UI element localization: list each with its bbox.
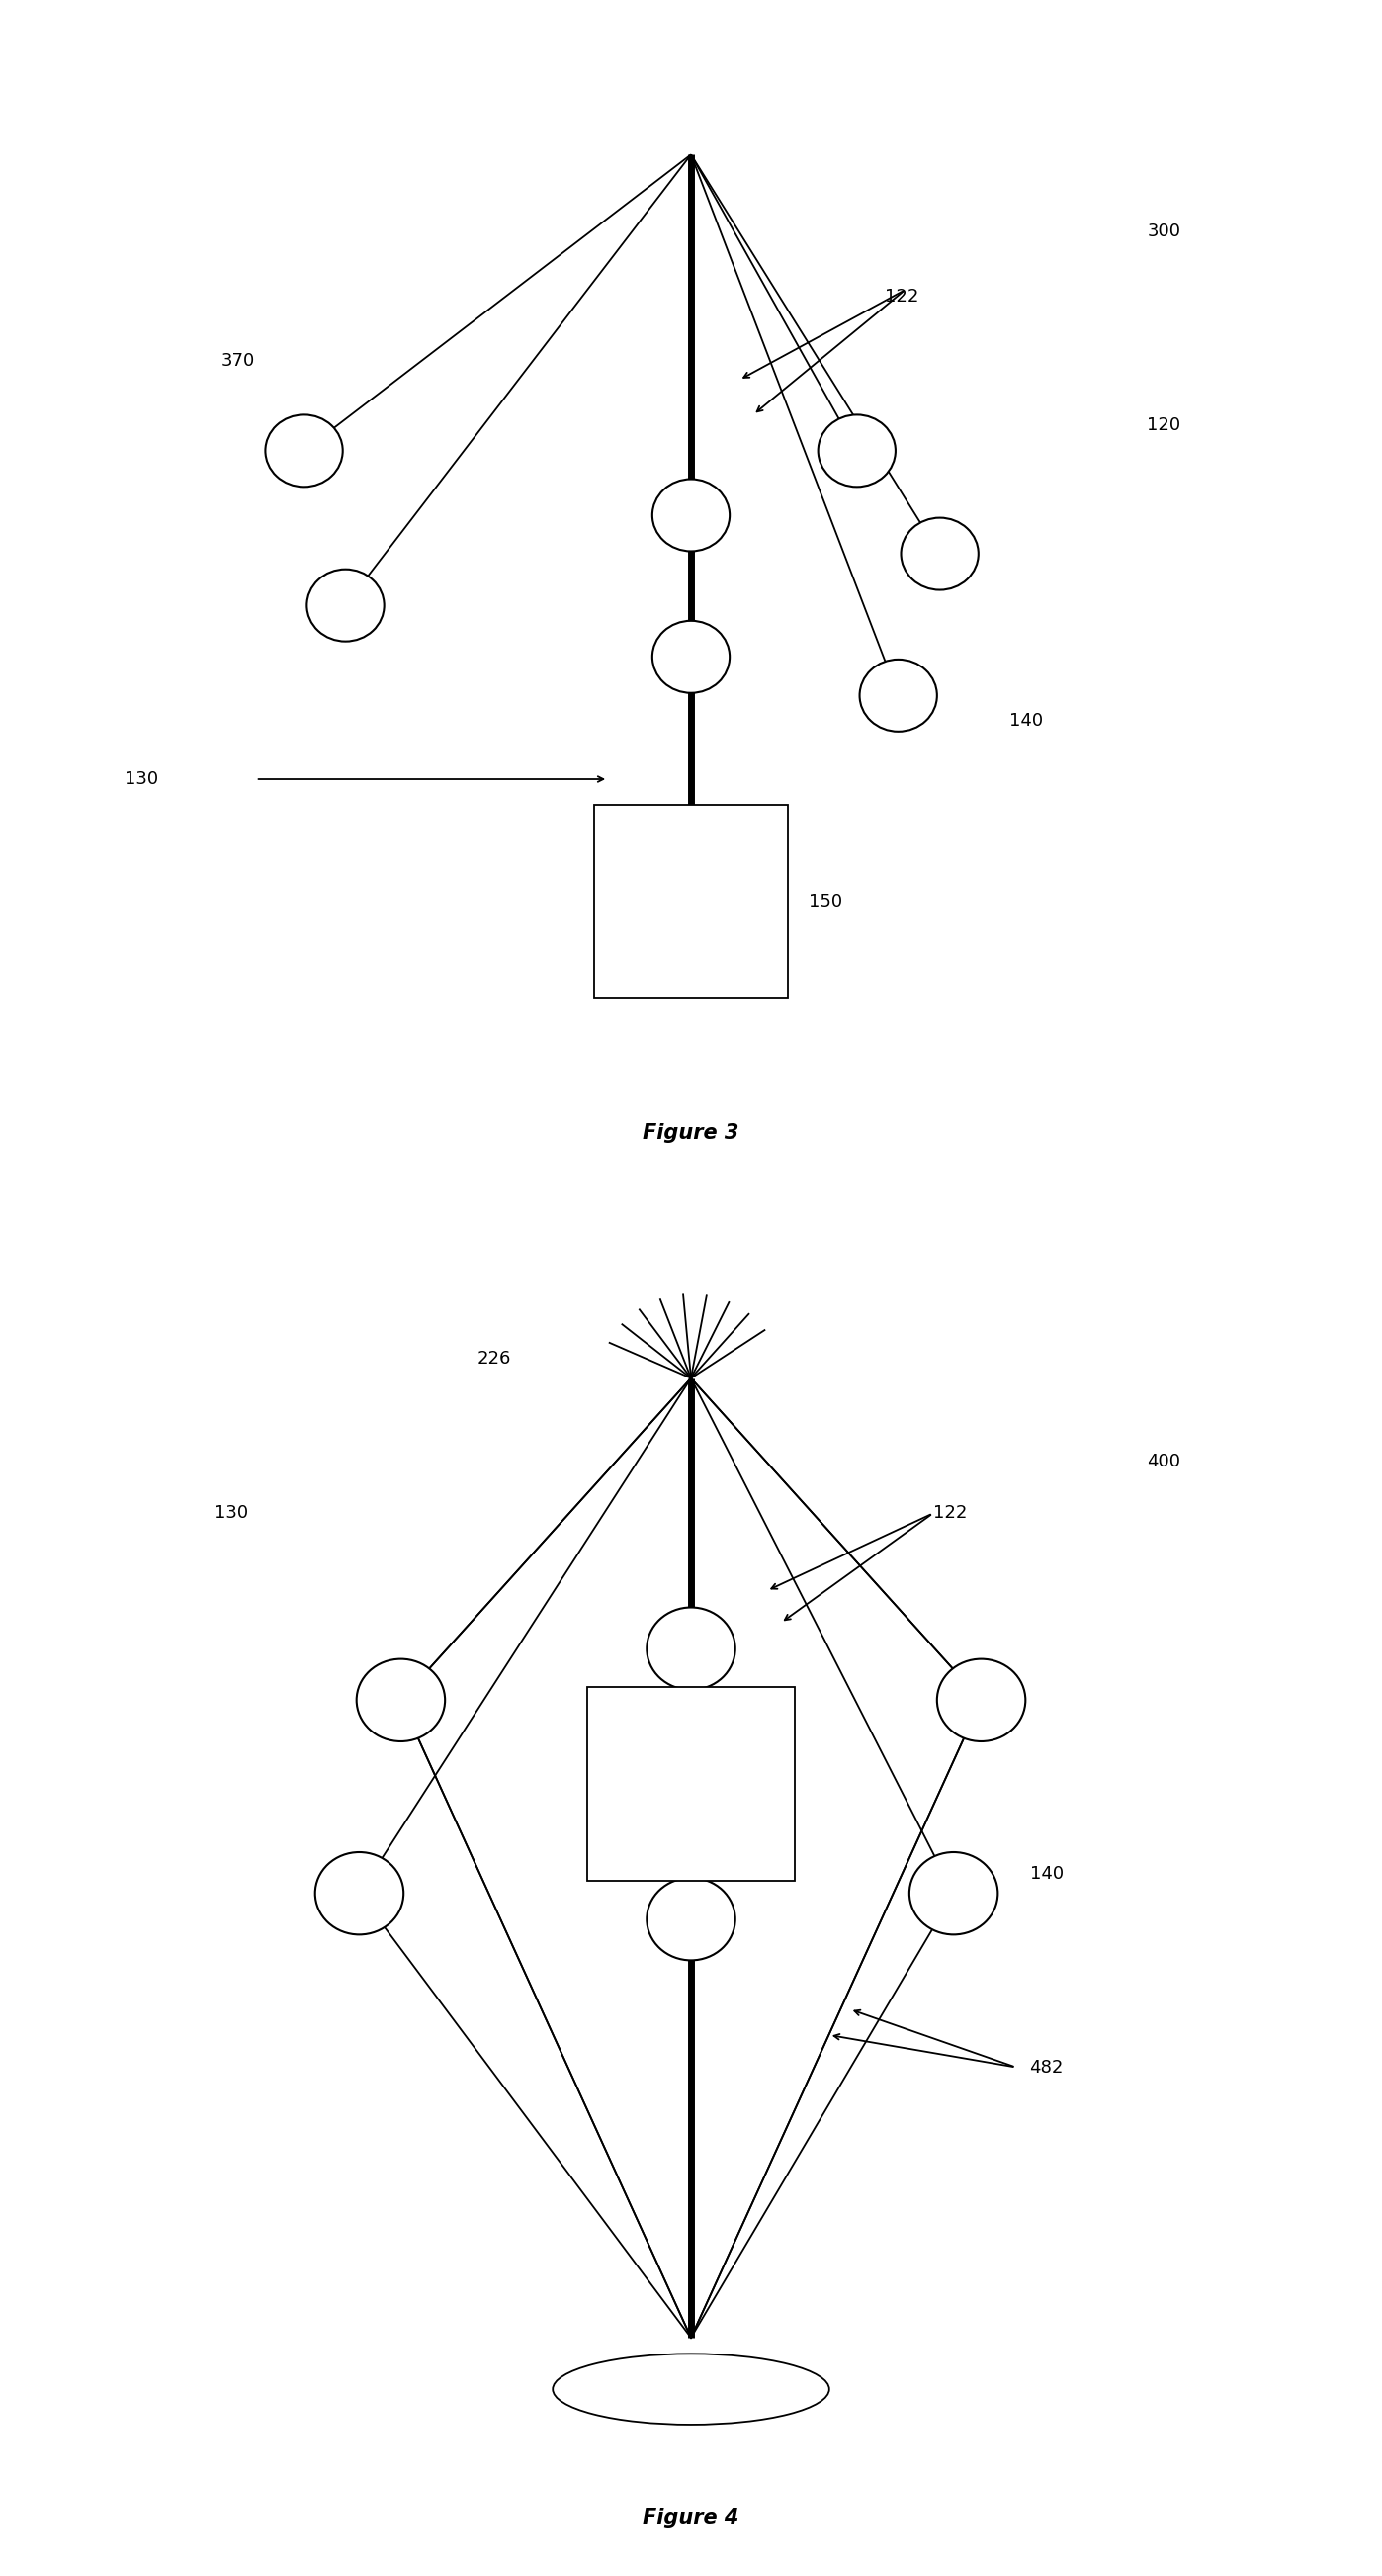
Bar (594, 804, 788, 997)
Text: 130: 130 (124, 770, 158, 788)
Text: Figure 4: Figure 4 (643, 2509, 739, 2527)
Circle shape (307, 569, 384, 641)
Circle shape (937, 1659, 1025, 1741)
Text: 122: 122 (884, 289, 919, 304)
Text: 482: 482 (1030, 2058, 1064, 2076)
Text: 140: 140 (1030, 1865, 1063, 1883)
Text: 400: 400 (1147, 1453, 1180, 1471)
Text: 140: 140 (1009, 714, 1042, 729)
Circle shape (818, 415, 896, 487)
Circle shape (315, 1852, 404, 1935)
Text: 122: 122 (933, 1504, 967, 1522)
Text: 226: 226 (477, 1350, 511, 1368)
Circle shape (860, 659, 937, 732)
Circle shape (652, 479, 730, 551)
Circle shape (647, 1878, 735, 1960)
Text: Figure 3: Figure 3 (643, 1123, 739, 1144)
Text: 120: 120 (1147, 417, 1180, 433)
Circle shape (901, 518, 978, 590)
Bar (587, 1687, 795, 1880)
Circle shape (909, 1852, 998, 1935)
Circle shape (265, 415, 343, 487)
Text: 150: 150 (808, 894, 842, 909)
Circle shape (647, 1607, 735, 1690)
Circle shape (652, 621, 730, 693)
Text: 130: 130 (214, 1504, 247, 1522)
Circle shape (357, 1659, 445, 1741)
Text: 480: 480 (674, 2383, 708, 2401)
Text: 300: 300 (1147, 224, 1180, 240)
Text: 370: 370 (221, 353, 254, 368)
Text: 150: 150 (709, 1770, 742, 1785)
Ellipse shape (553, 2354, 829, 2424)
